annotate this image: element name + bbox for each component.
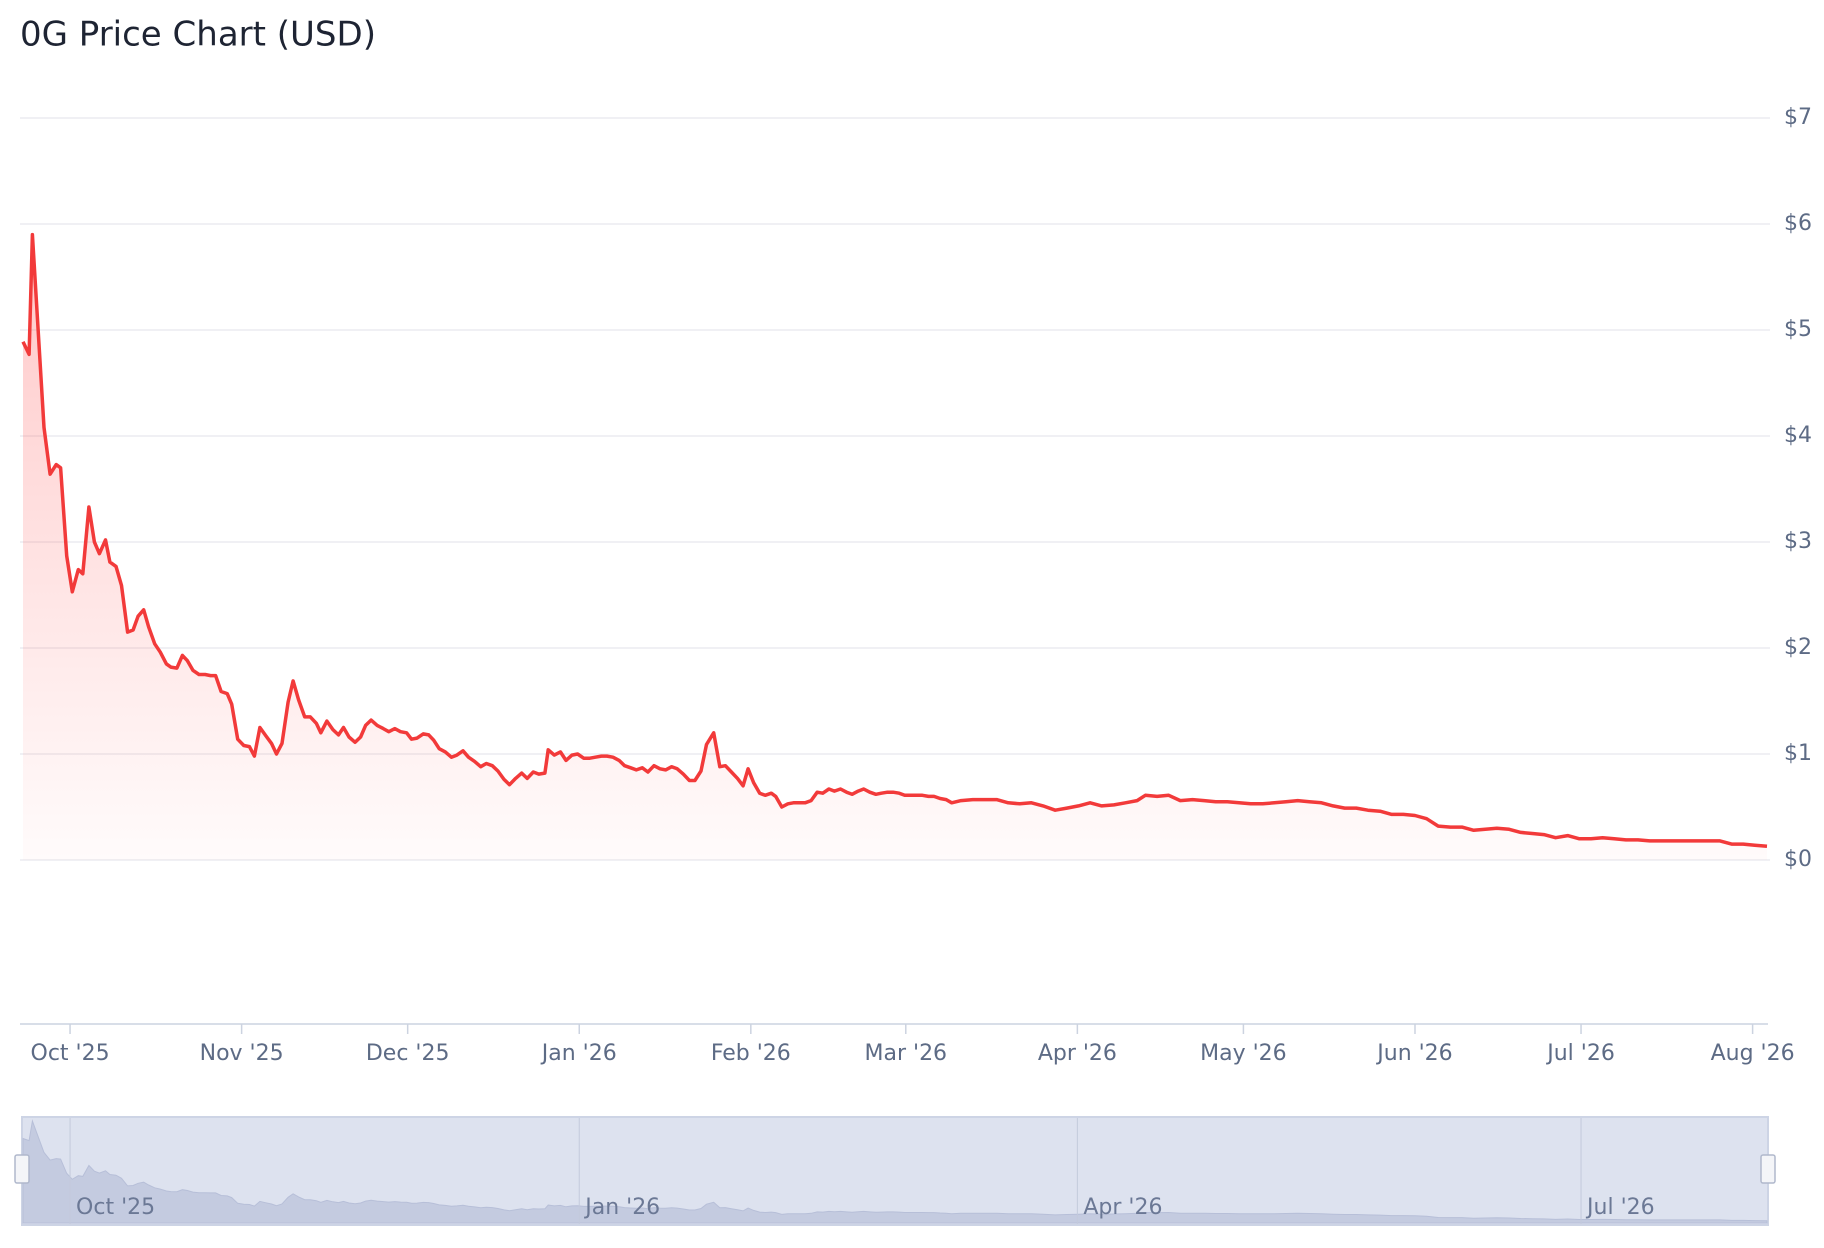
x-tick-label: Oct '25 — [31, 1041, 110, 1066]
y-tick-label: $1 — [1784, 741, 1812, 766]
y-tick-label: $7 — [1784, 105, 1812, 130]
x-tick-label: Mar '26 — [865, 1041, 948, 1066]
price-line — [21, 232, 1768, 848]
price-area — [23, 234, 1767, 861]
x-tick-label: May '26 — [1200, 1041, 1287, 1066]
y-tick-label: $2 — [1784, 635, 1812, 660]
x-tick-label: Jul '26 — [1545, 1041, 1615, 1066]
navigator-label: Oct '25 — [76, 1195, 155, 1220]
x-tick-label: Jun '26 — [1375, 1041, 1452, 1066]
navigator-label: Apr '26 — [1083, 1195, 1162, 1220]
y-tick-label: $0 — [1784, 847, 1812, 872]
x-tick-label: Feb '26 — [711, 1041, 791, 1066]
navigator-label: Jul '26 — [1585, 1195, 1655, 1220]
y-tick-label: $4 — [1784, 423, 1812, 448]
x-tick-label: Dec '25 — [366, 1041, 450, 1066]
y-tick-label: $6 — [1784, 211, 1812, 236]
navigator-area — [22, 1119, 1768, 1224]
x-tick-label: Nov '25 — [200, 1041, 284, 1066]
navigator-handle[interactable] — [1760, 1154, 1776, 1184]
y-tick-label: $3 — [1784, 529, 1812, 554]
x-tick-label: Jan '26 — [540, 1041, 617, 1066]
navigator-handle[interactable] — [14, 1154, 30, 1184]
navigator-label: Jan '26 — [583, 1195, 660, 1220]
x-tick-label: Aug '26 — [1711, 1041, 1795, 1066]
chart-title: 0G Price Chart (USD) — [20, 15, 376, 55]
x-tick-label: Apr '26 — [1038, 1041, 1117, 1066]
y-tick-label: $5 — [1784, 317, 1812, 342]
